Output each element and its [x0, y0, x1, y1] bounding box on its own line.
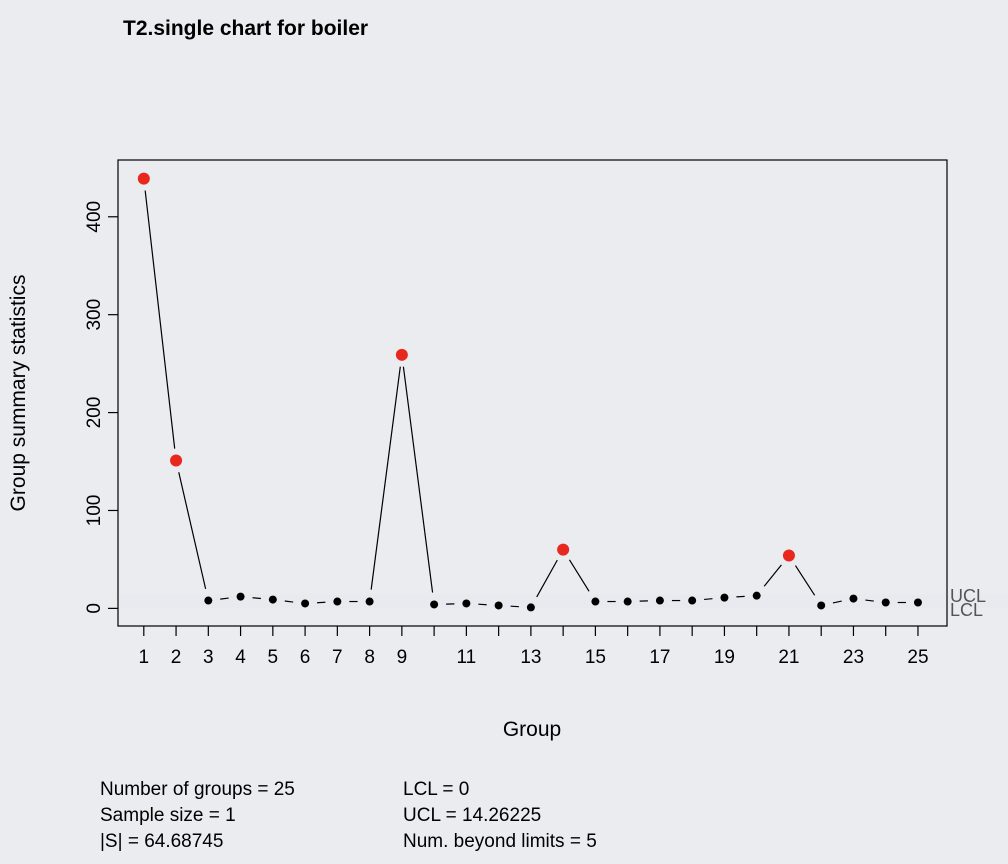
x-tick-label: 1 — [139, 647, 150, 668]
data-point — [655, 596, 664, 605]
plot-frame — [117, 159, 948, 627]
x-tick-label: 13 — [520, 647, 541, 668]
connector-line — [144, 190, 176, 449]
stat-determinant: |S| = 64.68745 — [100, 831, 224, 852]
y-tick-label: 400 — [84, 201, 105, 233]
connector-line — [370, 366, 401, 590]
data-point — [204, 596, 213, 605]
connector-line — [478, 603, 487, 606]
stat-ucl: UCL = 14.26225 — [403, 805, 542, 826]
data-point — [462, 599, 471, 608]
connector-line — [865, 599, 874, 602]
control-limit-band-layer — [118, 594, 1008, 609]
data-point-beyond-limits — [557, 543, 570, 556]
connector-line — [736, 595, 745, 598]
connector-line — [220, 597, 229, 600]
data-point — [301, 599, 310, 608]
x-tick-label: 2 — [171, 647, 182, 668]
stat-lcl: LCL = 0 — [403, 779, 470, 800]
data-point — [494, 601, 503, 610]
y-tick-label: 300 — [84, 299, 105, 331]
data-point — [236, 592, 245, 601]
data-point — [591, 597, 600, 606]
data-point — [365, 597, 374, 606]
stat-sample-size: Sample size = 1 — [100, 805, 236, 826]
x-tick-label: 9 — [397, 647, 408, 668]
connector-line — [402, 366, 434, 593]
data-point — [817, 601, 826, 610]
stat-beyond-limits: Num. beyond limits = 5 — [403, 831, 597, 852]
connector-line — [252, 597, 261, 600]
data-point — [430, 600, 439, 609]
connector-line — [794, 565, 816, 596]
data-point — [688, 596, 697, 605]
connector-line — [763, 564, 782, 587]
y-tick-label: 200 — [84, 397, 105, 429]
x-tick-label: 11 — [457, 647, 477, 668]
chart-title: T2.single chart for boiler — [123, 17, 369, 40]
data-point-beyond-limits — [137, 172, 150, 185]
data-point — [526, 603, 535, 612]
x-tick-label: 8 — [364, 647, 375, 668]
connector-line — [510, 605, 519, 608]
lcl-label: LCL — [950, 600, 983, 620]
y-tick-label: 0 — [84, 603, 105, 614]
x-tick-label: 15 — [585, 647, 606, 668]
x-tick-label: 7 — [332, 647, 343, 668]
data-point — [720, 593, 729, 602]
connector-line — [704, 598, 713, 601]
data-point — [913, 598, 922, 607]
x-tick-label: 3 — [203, 647, 214, 668]
data-point — [752, 591, 761, 600]
x-tick-label: 6 — [300, 647, 311, 668]
data-point-beyond-limits — [395, 348, 408, 361]
ucl-label: UCL — [950, 586, 986, 606]
connector-line — [832, 600, 842, 604]
x-tick-label: 5 — [268, 647, 279, 668]
connector-line — [284, 600, 294, 603]
connector-line — [568, 559, 590, 592]
data-point — [333, 597, 342, 606]
x-tick-label: 4 — [235, 647, 246, 668]
x-tick-label: 25 — [907, 647, 928, 668]
data-point — [849, 594, 858, 603]
stat-number-of-groups: Number of groups = 25 — [100, 779, 295, 800]
x-axis-label: Group — [503, 718, 561, 741]
connector-line — [317, 601, 326, 604]
x-tick-label: 19 — [714, 647, 735, 668]
y-tick-label: 100 — [84, 495, 105, 527]
data-point — [623, 597, 632, 606]
control-limit-band — [118, 594, 1008, 609]
data-point-beyond-limits — [782, 549, 795, 562]
x-tick-label: 21 — [778, 647, 799, 668]
data-point-beyond-limits — [170, 454, 183, 467]
stats-right: LCL = 0 UCL = 14.26225 Num. beyond limit… — [403, 777, 597, 855]
x-tick-label: 23 — [843, 647, 864, 668]
x-tick-label: 17 — [649, 647, 670, 668]
y-axis-label: Group summary statistics — [7, 275, 30, 512]
data-point — [881, 598, 890, 607]
connector-line-layer — [144, 190, 906, 608]
data-point — [268, 595, 277, 604]
data-point-layer — [137, 172, 922, 612]
connector-line — [536, 559, 558, 598]
stats-left: Number of groups = 25 Sample size = 1 |S… — [100, 777, 295, 855]
connector-line — [178, 472, 207, 589]
